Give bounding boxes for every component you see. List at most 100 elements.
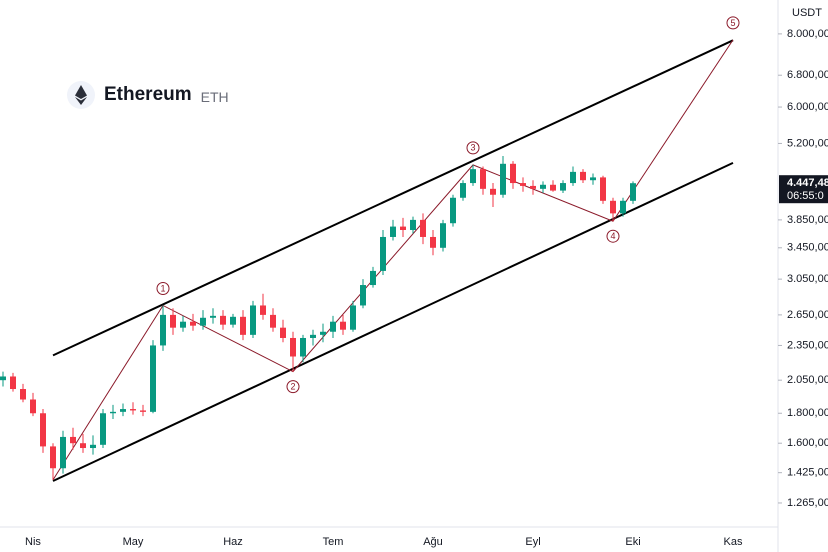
candle-body bbox=[550, 184, 556, 191]
candle-body bbox=[140, 410, 146, 412]
candle-body bbox=[260, 305, 266, 315]
y-tick-label: 1.800,00 bbox=[787, 407, 828, 419]
candle-body bbox=[620, 200, 626, 214]
candle-body bbox=[190, 321, 196, 326]
wave-label-circle bbox=[726, 16, 740, 30]
candle-body bbox=[170, 314, 176, 328]
x-tick-label: Kas bbox=[724, 536, 743, 548]
y-tick-label: 3.050,00 bbox=[787, 273, 828, 285]
last-price-label: 4.447,48 bbox=[787, 177, 828, 189]
wave-label: 2 bbox=[290, 382, 295, 392]
candle-body bbox=[300, 337, 306, 357]
channel-line bbox=[52, 39, 734, 357]
candle-body bbox=[440, 223, 446, 248]
candle-body bbox=[450, 197, 456, 224]
candle-body bbox=[530, 185, 536, 189]
last-price-tag bbox=[779, 175, 828, 204]
candle-body bbox=[210, 315, 216, 318]
candle-body bbox=[0, 376, 6, 381]
candle-body bbox=[610, 200, 616, 214]
candle-body bbox=[10, 376, 16, 390]
x-tick-label: Eki bbox=[625, 536, 640, 548]
y-tick-label: 5.200,00 bbox=[787, 137, 828, 149]
candle-body bbox=[130, 409, 136, 411]
candle-body bbox=[80, 443, 86, 449]
candle-body bbox=[460, 183, 466, 198]
channel-line bbox=[52, 161, 734, 482]
candle-body bbox=[420, 219, 426, 237]
candle-body bbox=[50, 446, 56, 469]
x-tick-label: Ağu bbox=[423, 536, 443, 548]
wave-label-circle bbox=[466, 141, 480, 155]
y-tick-label: 2.050,00 bbox=[787, 374, 828, 386]
candle-body bbox=[290, 337, 296, 357]
candle-body bbox=[70, 436, 76, 444]
candle-body bbox=[430, 236, 436, 248]
candle-body bbox=[200, 317, 206, 326]
candle-body bbox=[570, 171, 576, 184]
candle-body bbox=[560, 183, 566, 191]
candle-body bbox=[320, 331, 326, 335]
candle-body bbox=[90, 444, 96, 449]
candle-body bbox=[360, 285, 366, 306]
y-tick-label: 6.800,00 bbox=[787, 69, 828, 81]
candle-body bbox=[500, 163, 506, 195]
symbol-name: Ethereum bbox=[104, 84, 192, 105]
candle-body bbox=[20, 389, 26, 400]
y-tick-label: 2.650,00 bbox=[787, 309, 828, 321]
candle-body bbox=[490, 188, 496, 195]
price-axis-bg bbox=[778, 0, 828, 552]
countdown-label: 06:55:0 bbox=[787, 190, 824, 202]
y-tick-label: 2.350,00 bbox=[787, 339, 828, 351]
x-tick-label: Eyl bbox=[525, 536, 540, 548]
candle-body bbox=[400, 226, 406, 230]
candle-body bbox=[60, 436, 66, 469]
wave-label: 5 bbox=[730, 18, 735, 28]
candle-body bbox=[350, 305, 356, 330]
y-tick-label: 1.600,00 bbox=[787, 437, 828, 449]
candle-body bbox=[330, 321, 336, 332]
x-tick-label: Nis bbox=[25, 536, 41, 548]
wave-label: 3 bbox=[470, 143, 475, 153]
y-tick-label: 1.265,00 bbox=[787, 497, 828, 509]
candle-body bbox=[160, 314, 166, 346]
y-tick-label: 6.000,00 bbox=[787, 101, 828, 113]
candle-body bbox=[110, 411, 116, 414]
candle-body bbox=[380, 236, 386, 271]
candle-body bbox=[250, 305, 256, 335]
symbol-ticker: ETH bbox=[200, 88, 229, 105]
candle-body bbox=[30, 399, 36, 414]
candle-body bbox=[220, 315, 226, 325]
candle-body bbox=[410, 219, 416, 230]
y-tick-label: 1.425,00 bbox=[787, 467, 828, 479]
plot-area: 1 2 3 4 5 bbox=[0, 16, 740, 482]
candle-body bbox=[390, 226, 396, 237]
candle-body bbox=[150, 345, 156, 412]
y-tick-label: 8.000,00 bbox=[787, 28, 828, 40]
wave-label-circle bbox=[286, 380, 300, 394]
candle-body bbox=[470, 169, 476, 184]
x-tick-label: Tem bbox=[323, 536, 344, 548]
y-unit: USDT bbox=[792, 7, 822, 19]
candle-body bbox=[580, 171, 586, 181]
candle-body bbox=[100, 413, 106, 445]
candle-body bbox=[270, 314, 276, 328]
candle-body bbox=[540, 184, 546, 189]
candle-body bbox=[180, 321, 186, 328]
candle-body bbox=[600, 177, 606, 201]
candle-body bbox=[510, 163, 516, 184]
candle-body bbox=[120, 409, 126, 412]
wave-label-circle bbox=[606, 229, 620, 243]
candle-body bbox=[40, 413, 46, 447]
candle-body bbox=[520, 183, 526, 186]
wave-label: 1 bbox=[160, 283, 165, 293]
wave-label-circle bbox=[156, 281, 170, 295]
candle-body bbox=[310, 334, 316, 338]
candle-body bbox=[340, 321, 346, 330]
candle-body bbox=[230, 316, 236, 325]
x-tick-label: May bbox=[123, 536, 144, 548]
candle-body bbox=[370, 270, 376, 286]
candle-body bbox=[590, 177, 596, 181]
